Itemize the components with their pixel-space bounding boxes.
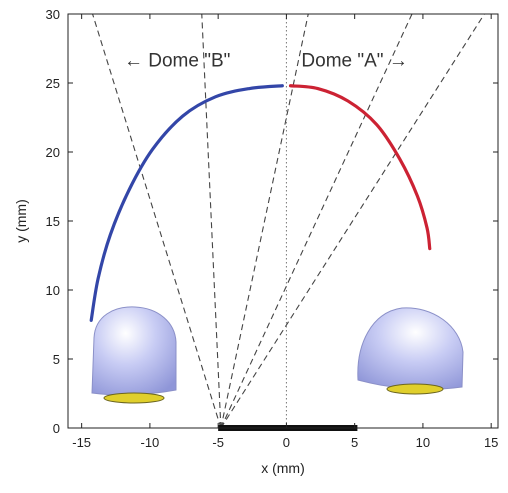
y-tick-label: 30 [46,7,60,22]
dashed-line-2 [220,13,309,429]
y-tick-label: 20 [46,145,60,160]
dome-a-shape [357,307,464,390]
x-axis-label: x (mm) [261,460,305,476]
dome-b-base [103,392,165,404]
y-tick-label: 25 [46,76,60,91]
dashed-line-4 [220,13,485,429]
x-tick-label: 5 [351,435,358,450]
dashed-lines [92,13,485,429]
annotation-1: ← Dome "B" [124,50,230,71]
annotation-2: Dome "A" → [301,50,407,71]
dome-b-shape [91,306,177,396]
x-tick-label: 10 [416,435,430,450]
y-axis-label: y (mm) [13,199,29,243]
tick-marks [68,13,498,429]
x-tick-label: 0 [283,435,290,450]
dashed-line-1 [201,13,222,429]
dome-a-base [386,383,444,395]
dashed-line-3 [220,13,413,429]
series-line-2 [288,84,432,251]
series-line-1 [89,84,284,322]
dome-illustration-b [91,306,177,404]
tick-labels: -15 -10 -5 0 5 10 15 0 5 10 15 20 25 30 [46,7,499,450]
y-tick-label: 0 [53,421,60,436]
annotations: ← Dome "B" Dome "A" → [124,50,408,71]
series-layer [89,84,432,322]
y-tick-label: 5 [53,352,60,367]
x-tick-label: -15 [72,435,91,450]
dome-illustration-a [357,307,464,395]
dashed-line-5 [92,13,222,429]
y-tick-label: 10 [46,283,60,298]
x-tick-label: -10 [141,435,160,450]
y-tick-label: 15 [46,214,60,229]
x-tick-label: -5 [212,435,224,450]
x-tick-label: 15 [484,435,498,450]
